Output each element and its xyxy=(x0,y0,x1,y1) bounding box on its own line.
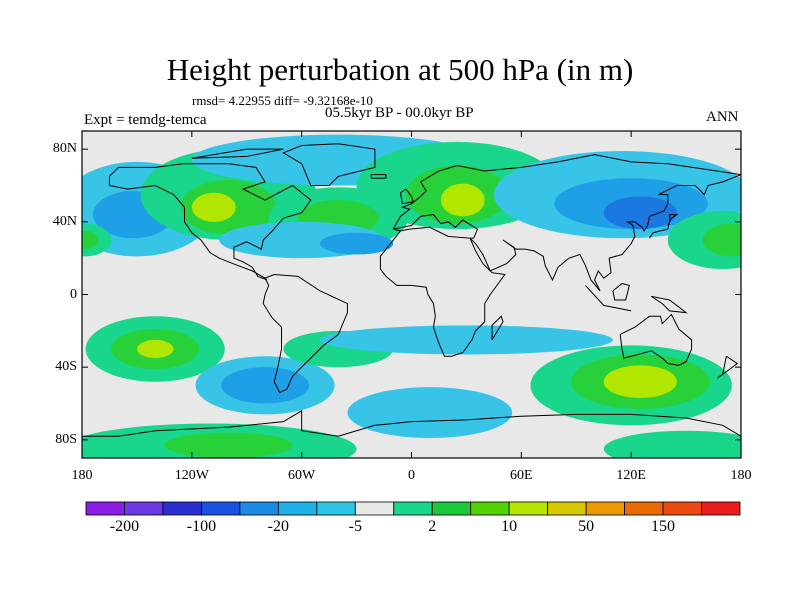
coast-borneo xyxy=(612,283,630,301)
x-tick-label: 180 xyxy=(71,468,93,483)
anomaly-west-pacific xyxy=(82,230,99,250)
coast-arctic-islands xyxy=(191,148,284,159)
colorbar xyxy=(85,501,741,516)
y-tick-label: 0 xyxy=(70,286,77,302)
colorbar-swatch xyxy=(431,501,472,516)
coast-europe-south xyxy=(393,214,479,239)
colorbar-label: 50 xyxy=(578,518,595,535)
colorbar-label: -200 xyxy=(109,518,140,535)
colorbar-label: -20 xyxy=(267,518,289,535)
colorbar-swatch xyxy=(124,501,164,516)
coast-madagascar xyxy=(491,315,504,341)
period-label: 05.5kyr BP - 00.0kyr BP xyxy=(325,105,474,121)
y-tick-label: 80N xyxy=(52,141,77,157)
colorbar-swatch xyxy=(393,501,433,516)
colorbar-swatch xyxy=(162,501,202,516)
colorbar-label: 150 xyxy=(651,518,676,535)
colorbar-label: -100 xyxy=(186,518,217,535)
colorbar-swatch xyxy=(547,501,587,516)
coast-eurasia-africa xyxy=(392,154,741,230)
stats-label: rmsd= 4.22955 diff= -9.32168e-10 xyxy=(192,93,373,108)
anomaly-southern-midlatitudes xyxy=(319,325,613,355)
y-tick-label: 40S xyxy=(55,359,77,375)
colorbar-swatch xyxy=(354,501,395,516)
colorbar-label: -5 xyxy=(348,518,362,535)
anomaly-eurasia xyxy=(440,183,485,217)
colorbar-swatch xyxy=(662,501,702,516)
colorbar-swatch xyxy=(277,501,318,516)
coast-new-guinea xyxy=(651,295,688,314)
x-tick-label: 0 xyxy=(408,468,415,483)
coast-north-america xyxy=(108,163,312,281)
plot-title: Height perturbation at 500 hPa (in m) xyxy=(166,52,634,87)
x-tick-label: 180 xyxy=(730,468,752,483)
colorbar-swatch xyxy=(239,501,279,516)
anomaly-antarctica xyxy=(164,432,293,458)
x-tick-label: 120W xyxy=(174,468,209,483)
colorbar-swatch xyxy=(585,501,625,516)
coast-iceland xyxy=(370,174,387,179)
anomaly-southern-ocean xyxy=(347,387,513,439)
coast-new-zealand xyxy=(716,355,739,379)
season-label: ANN xyxy=(706,109,739,125)
coast-australia xyxy=(619,313,693,366)
coast-japan xyxy=(649,214,679,239)
coast-uk xyxy=(399,188,414,205)
anomaly-south-pacific xyxy=(136,339,174,359)
anomaly-antarctica xyxy=(603,430,741,458)
y-tick-label: 80S xyxy=(55,431,77,447)
anomaly-south-america xyxy=(221,367,309,404)
colorbar-swatch xyxy=(316,501,356,516)
anomaly-south-indian-ocean xyxy=(603,365,677,399)
anomaly-subtropical-atlantic xyxy=(319,232,394,255)
colorbar-swatch xyxy=(85,501,125,516)
colorbar-swatch xyxy=(624,501,664,516)
contour-field xyxy=(82,131,741,458)
coast-africa xyxy=(379,226,506,357)
coast-maritime-asia xyxy=(585,285,632,312)
colorbar-label: 2 xyxy=(428,518,437,535)
colorbar-swatch xyxy=(201,501,241,516)
y-tick-label: 40N xyxy=(52,213,77,229)
colorbar-swatch xyxy=(508,501,549,516)
anomaly-east-asia xyxy=(603,196,677,230)
coast-asia-south xyxy=(469,174,741,292)
experiment-label: Expt = temdg-temca xyxy=(84,112,207,128)
coast-antarctica xyxy=(82,409,741,437)
colorbar-swatch xyxy=(470,501,510,516)
anomaly-west-pacific xyxy=(702,223,741,257)
coast-greenland xyxy=(282,143,376,186)
x-tick-label: 120E xyxy=(616,468,646,483)
x-tick-label: 60E xyxy=(510,468,533,483)
x-tick-label: 60W xyxy=(288,468,316,483)
colorbar-label: 10 xyxy=(501,518,518,535)
coastlines xyxy=(82,143,741,437)
anomaly-north-america xyxy=(191,192,236,222)
coast-south-america xyxy=(262,274,348,394)
axis-ticks xyxy=(81,131,742,458)
colorbar-swatch xyxy=(701,501,741,516)
